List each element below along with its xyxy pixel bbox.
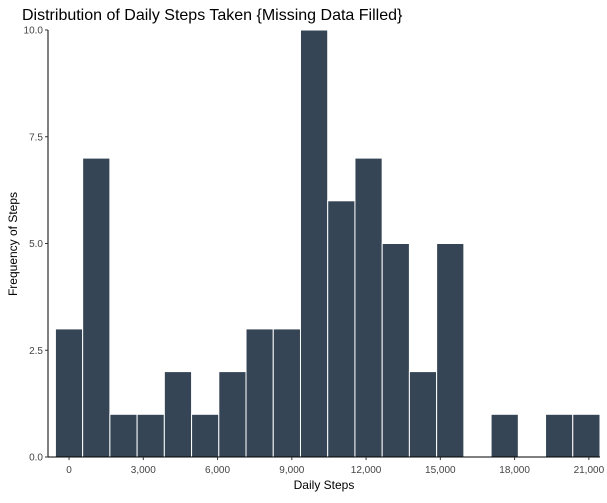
histogram-bar-3 [136, 413, 165, 458]
x-tick-label: 12,000 [351, 465, 382, 476]
histogram-bar-16 [490, 413, 519, 458]
y-tick-label: 2.5 [29, 346, 43, 357]
x-tick-label: 6,000 [205, 465, 230, 476]
y-ticks-group: 0.0 2.5 5.0 7.5 10.0 [24, 26, 48, 464]
x-tick-label: 0 [66, 465, 72, 476]
histogram-bar-0 [54, 328, 84, 458]
histogram-bar-8 [272, 328, 301, 458]
histogram-bar-2 [109, 413, 138, 458]
x-tick-label: 9,000 [279, 465, 304, 476]
x-axis-title: Daily Steps [294, 478, 355, 492]
histogram-bar-11 [354, 157, 383, 458]
y-tick-label: 7.5 [29, 132, 43, 143]
y-axis-title: Frequency of Steps [6, 192, 20, 296]
histogram-bar-10 [327, 200, 356, 458]
y-tick-label: 0.0 [29, 453, 43, 464]
x-tick-label: 3,000 [131, 465, 156, 476]
x-tick-label: 18,000 [499, 465, 530, 476]
histogram-bar-12 [381, 243, 410, 458]
histogram-bar-7 [245, 328, 274, 458]
histogram-bar-5 [191, 413, 220, 458]
x-tick-label: 15,000 [425, 465, 456, 476]
histogram-bar-6 [218, 371, 247, 458]
histogram-bar-18 [545, 413, 574, 458]
y-tick-label: 5.0 [29, 239, 43, 250]
x-ticks-group: 0 3,000 6,000 9,000 12,000 15,000 18,000 21,000 [66, 457, 605, 476]
y-tick-label: 10.0 [24, 26, 44, 37]
histogram-bar-19 [572, 413, 601, 458]
bars-group [54, 29, 601, 458]
histogram-bar-1 [82, 157, 111, 458]
histogram-bar-13 [408, 371, 438, 458]
histogram-bar-4 [163, 371, 193, 458]
x-tick-label: 21,000 [574, 465, 605, 476]
histogram-bar-9 [299, 29, 329, 458]
chart-title: Distribution of Daily Steps Taken {Missi… [22, 7, 403, 24]
histogram-bar-14 [436, 243, 465, 458]
